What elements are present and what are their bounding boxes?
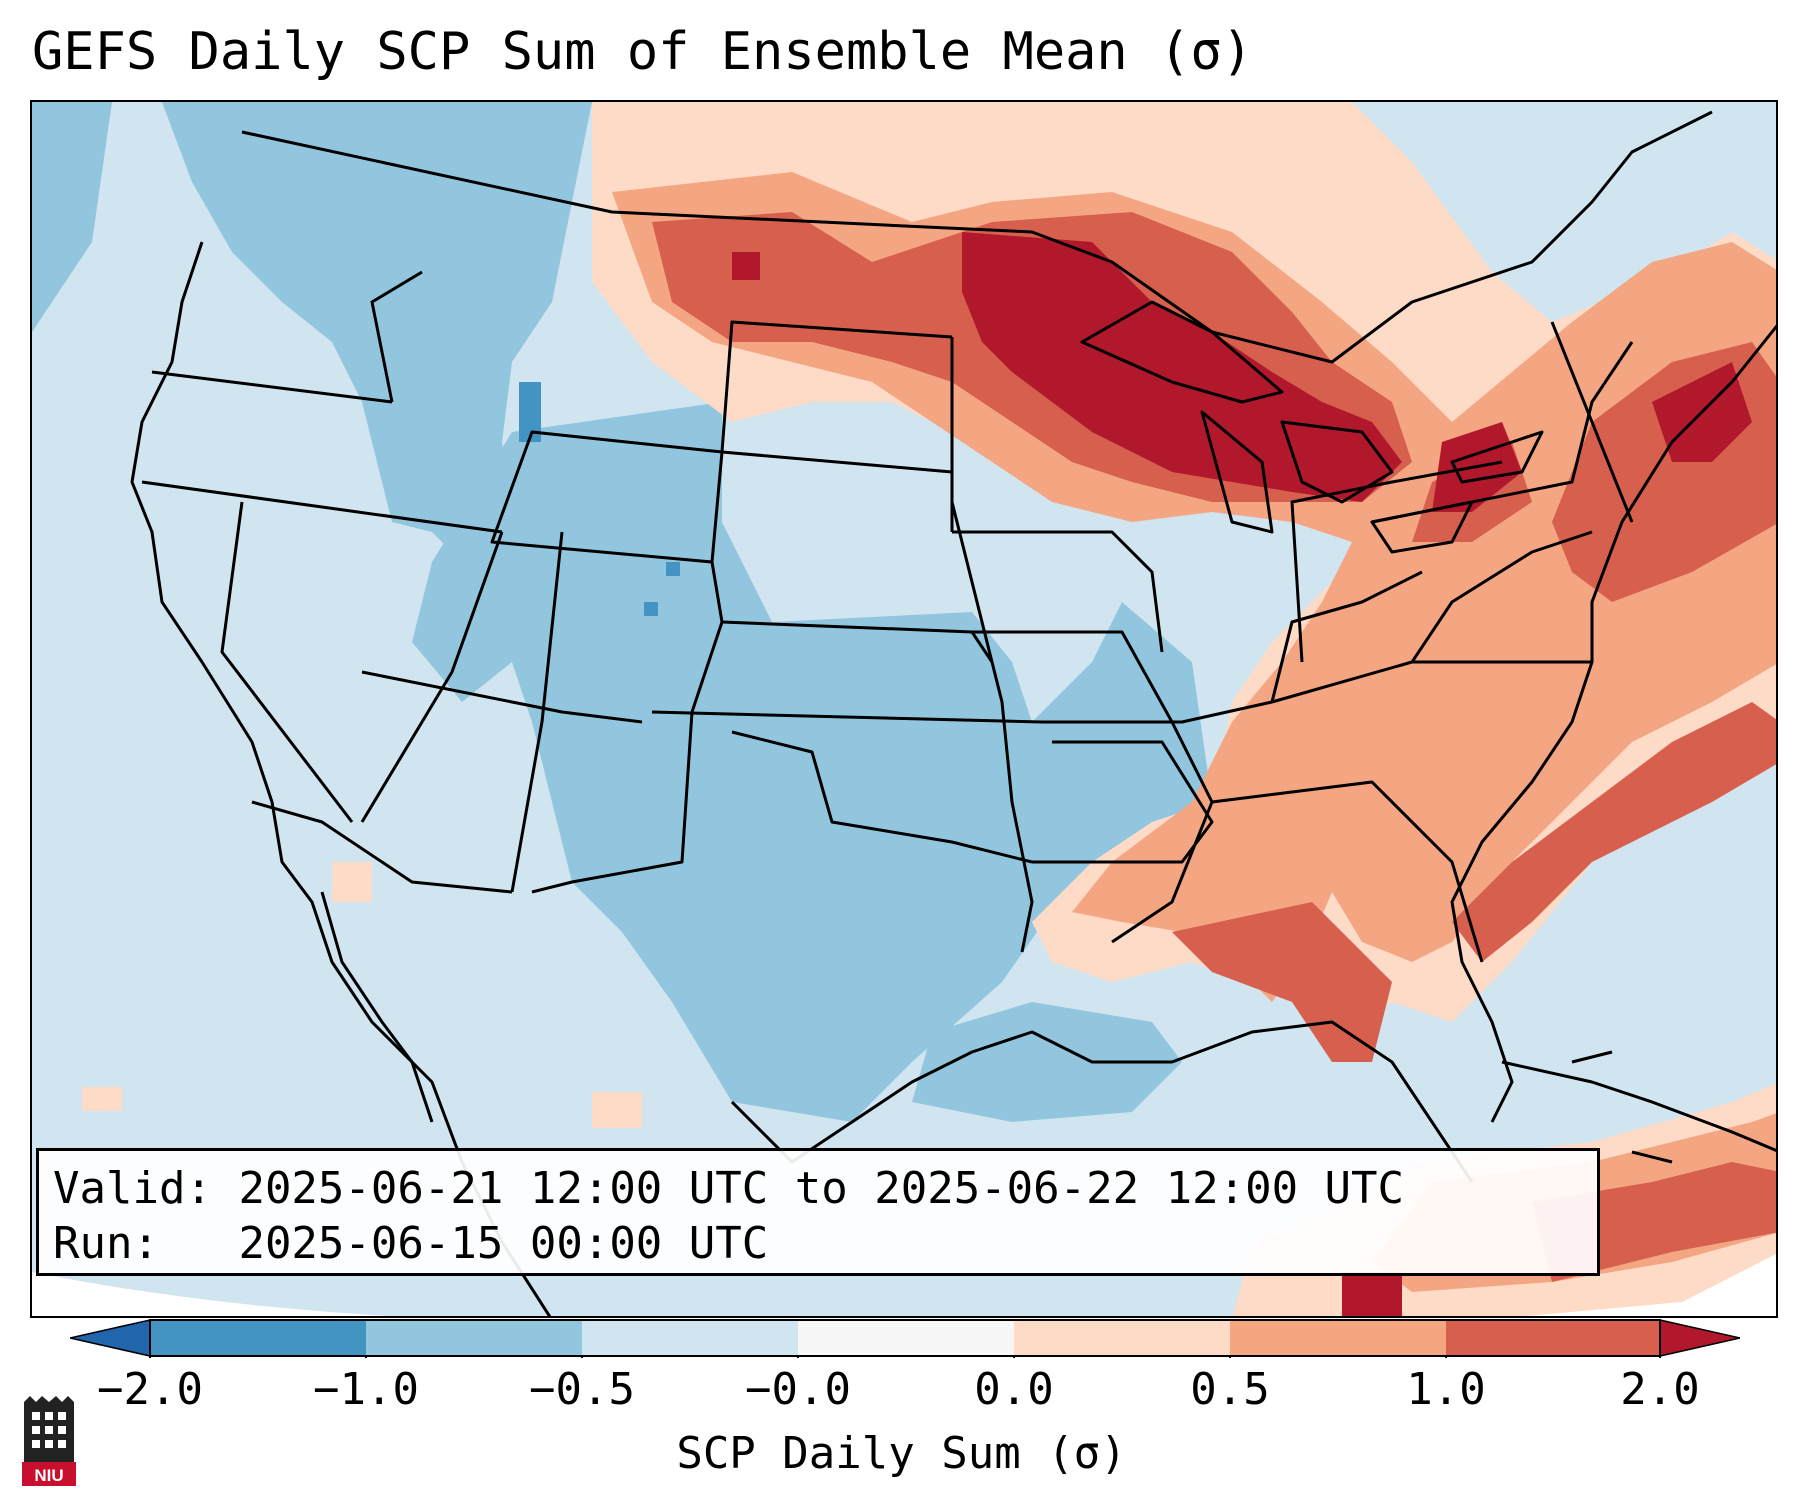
scp-region-strong-negative (519, 382, 680, 616)
valid-value: 2025-06-21 12:00 UTC to 2025-06-22 12:00… (238, 1163, 1405, 1214)
colorbar-tick-label: 0.5 (1190, 1364, 1270, 1415)
colorbar-bin-4 (798, 1320, 1014, 1356)
colorbar-tick-label: −0.5 (529, 1364, 635, 1415)
colorbar-tick-label: 2.0 (1620, 1364, 1700, 1415)
scp-region-negative (32, 102, 1462, 1122)
projection-edge-left (32, 1272, 389, 1316)
colorbar-bin-3 (582, 1320, 798, 1356)
run-label: Run: (53, 1218, 159, 1269)
colorbar-extend-min (70, 1319, 151, 1357)
colorbar-extend-max (1659, 1319, 1740, 1357)
colorbar-bin-6 (1230, 1320, 1446, 1356)
colorbar-tick-label: −0.0 (745, 1364, 851, 1415)
colorbar-tick-label: 0.0 (974, 1364, 1054, 1415)
colorbar-ticks (149, 1356, 1661, 1358)
colorbar-bin-2 (366, 1320, 582, 1356)
niu-logo-icon: NIU (22, 1396, 76, 1486)
svg-text:NIU: NIU (34, 1466, 63, 1485)
boundaries (130, 110, 1776, 1316)
valid-label: Valid: (53, 1163, 212, 1214)
map-title: GEFS Daily SCP Sum of Ensemble Mean (σ) (32, 22, 1253, 82)
scp-map (32, 102, 1776, 1316)
colorbar-bin-5 (1014, 1320, 1230, 1356)
colorbar-bin-1 (150, 1320, 366, 1356)
colorbar-tick-label: 1.0 (1406, 1364, 1486, 1415)
colorbar-bin-7 (1446, 1320, 1660, 1356)
colorbar-tick-label: −2.0 (97, 1364, 203, 1415)
colorbar-label: SCP Daily Sum (σ) (676, 1428, 1127, 1479)
valid-run-info-box: Valid: 2025-06-21 12:00 UTC to 2025-06-2… (36, 1148, 1600, 1276)
colorbar (70, 1319, 1740, 1358)
map-panel[interactable] (30, 100, 1778, 1318)
colorbar-outline (149, 1319, 1661, 1357)
colorbar-tick-label: −1.0 (313, 1364, 419, 1415)
projection-edge-right (1521, 1253, 1776, 1316)
run-value: 2025-06-15 00:00 UTC (238, 1218, 769, 1269)
